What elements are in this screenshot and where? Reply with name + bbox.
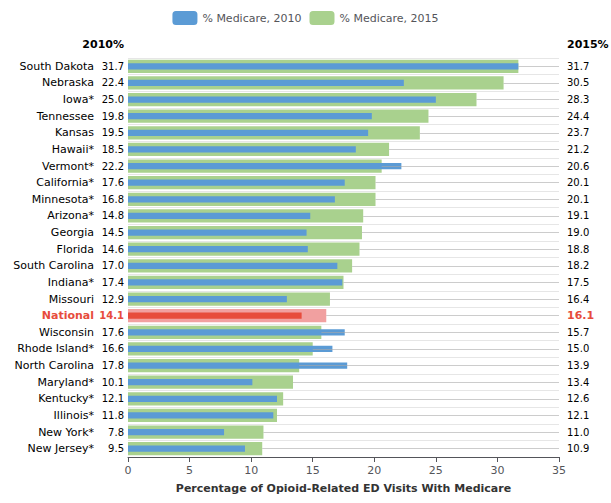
svg-text:17.5: 17.5 bbox=[567, 277, 589, 288]
svg-text:13.4: 13.4 bbox=[567, 377, 589, 388]
svg-text:Iowa*: Iowa* bbox=[63, 93, 95, 106]
svg-text:17.6: 17.6 bbox=[102, 327, 124, 338]
svg-text:Percentage of Opioid-Related E: Percentage of Opioid-Related ED Visits W… bbox=[176, 482, 511, 495]
svg-text:Rhode Island*: Rhode Island* bbox=[17, 342, 94, 355]
svg-text:North Carolina: North Carolina bbox=[14, 359, 94, 372]
svg-text:17.0: 17.0 bbox=[102, 260, 124, 271]
svg-text:18.2: 18.2 bbox=[567, 260, 589, 271]
svg-text:14.6: 14.6 bbox=[102, 244, 124, 255]
svg-text:Indiana*: Indiana* bbox=[48, 276, 95, 289]
svg-text:15.7: 15.7 bbox=[567, 327, 589, 338]
svg-text:15: 15 bbox=[306, 464, 320, 477]
svg-text:20: 20 bbox=[367, 464, 381, 477]
svg-text:20.1: 20.1 bbox=[567, 194, 589, 205]
svg-text:5: 5 bbox=[186, 464, 193, 477]
svg-text:18.8: 18.8 bbox=[567, 244, 589, 255]
svg-text:10.9: 10.9 bbox=[567, 443, 589, 454]
svg-text:2015%: 2015% bbox=[567, 38, 609, 51]
svg-text:19.5: 19.5 bbox=[102, 127, 124, 138]
svg-text:19.1: 19.1 bbox=[567, 210, 589, 221]
svg-text:30.5: 30.5 bbox=[567, 77, 589, 88]
svg-text:Maryland*: Maryland* bbox=[37, 376, 94, 389]
svg-text:11.8: 11.8 bbox=[102, 410, 124, 421]
svg-text:Kansas: Kansas bbox=[55, 126, 94, 139]
svg-text:Wisconsin: Wisconsin bbox=[39, 326, 94, 339]
svg-text:Kentucky*: Kentucky* bbox=[38, 392, 94, 405]
svg-text:South Dakota: South Dakota bbox=[20, 60, 94, 73]
svg-text:Missouri: Missouri bbox=[49, 293, 94, 306]
svg-text:19.0: 19.0 bbox=[567, 227, 589, 238]
svg-text:Florida: Florida bbox=[57, 243, 94, 256]
svg-text:12.6: 12.6 bbox=[567, 393, 589, 404]
svg-text:Arizona*: Arizona* bbox=[47, 209, 94, 222]
svg-text:13.9: 13.9 bbox=[567, 360, 589, 371]
svg-text:21.2: 21.2 bbox=[567, 144, 589, 155]
svg-text:Vermont*: Vermont* bbox=[42, 160, 94, 173]
svg-text:9.5: 9.5 bbox=[108, 443, 124, 454]
svg-text:Hawaii*: Hawaii* bbox=[52, 143, 95, 156]
svg-text:16.4: 16.4 bbox=[567, 294, 589, 305]
svg-text:16.6: 16.6 bbox=[102, 343, 124, 354]
svg-text:10.1: 10.1 bbox=[102, 377, 124, 388]
svg-text:28.3: 28.3 bbox=[567, 94, 589, 105]
svg-text:11.0: 11.0 bbox=[567, 427, 589, 438]
svg-text:0: 0 bbox=[125, 464, 132, 477]
svg-text:15.0: 15.0 bbox=[567, 343, 589, 354]
svg-text:16.1: 16.1 bbox=[567, 309, 594, 322]
svg-text:California*: California* bbox=[36, 176, 94, 189]
svg-text:17.4: 17.4 bbox=[102, 277, 124, 288]
svg-text:14.1: 14.1 bbox=[99, 310, 124, 321]
svg-text:Illinois*: Illinois* bbox=[54, 409, 95, 422]
svg-text:30: 30 bbox=[490, 464, 504, 477]
svg-text:19.8: 19.8 bbox=[102, 111, 124, 122]
svg-text:14.5: 14.5 bbox=[102, 227, 124, 238]
svg-text:12.9: 12.9 bbox=[102, 294, 124, 305]
svg-text:31.7: 31.7 bbox=[102, 61, 124, 72]
svg-text:20.6: 20.6 bbox=[567, 161, 589, 172]
svg-text:New Jersey*: New Jersey* bbox=[27, 442, 94, 455]
svg-text:10: 10 bbox=[244, 464, 258, 477]
svg-text:35: 35 bbox=[552, 464, 566, 477]
svg-text:National: National bbox=[42, 309, 94, 322]
svg-text:18.5: 18.5 bbox=[102, 144, 124, 155]
svg-text:New York*: New York* bbox=[38, 426, 94, 439]
svg-text:South Carolina: South Carolina bbox=[13, 259, 94, 272]
svg-text:14.8: 14.8 bbox=[102, 210, 124, 221]
svg-text:17.8: 17.8 bbox=[102, 360, 124, 371]
svg-text:% Medicare, 2015: % Medicare, 2015 bbox=[340, 12, 439, 25]
svg-text:12.1: 12.1 bbox=[567, 410, 589, 421]
svg-text:22.2: 22.2 bbox=[102, 161, 124, 172]
svg-text:% Medicare, 2010: % Medicare, 2010 bbox=[202, 12, 301, 25]
svg-text:25.0: 25.0 bbox=[102, 94, 124, 105]
svg-text:Minnesota*: Minnesota* bbox=[32, 193, 95, 206]
svg-text:16.8: 16.8 bbox=[102, 194, 124, 205]
svg-text:12.1: 12.1 bbox=[102, 393, 124, 404]
svg-text:22.4: 22.4 bbox=[102, 77, 124, 88]
svg-text:31.7: 31.7 bbox=[567, 61, 589, 72]
svg-text:2010%: 2010% bbox=[82, 38, 124, 51]
svg-text:Nebraska: Nebraska bbox=[42, 76, 94, 89]
svg-text:Georgia: Georgia bbox=[51, 226, 94, 239]
svg-text:20.1: 20.1 bbox=[567, 177, 589, 188]
svg-text:25: 25 bbox=[429, 464, 443, 477]
svg-text:23.7: 23.7 bbox=[567, 127, 589, 138]
svg-text:Tennessee: Tennessee bbox=[36, 110, 95, 123]
svg-text:24.4: 24.4 bbox=[567, 111, 589, 122]
svg-text:7.8: 7.8 bbox=[108, 427, 124, 438]
svg-text:17.6: 17.6 bbox=[102, 177, 124, 188]
